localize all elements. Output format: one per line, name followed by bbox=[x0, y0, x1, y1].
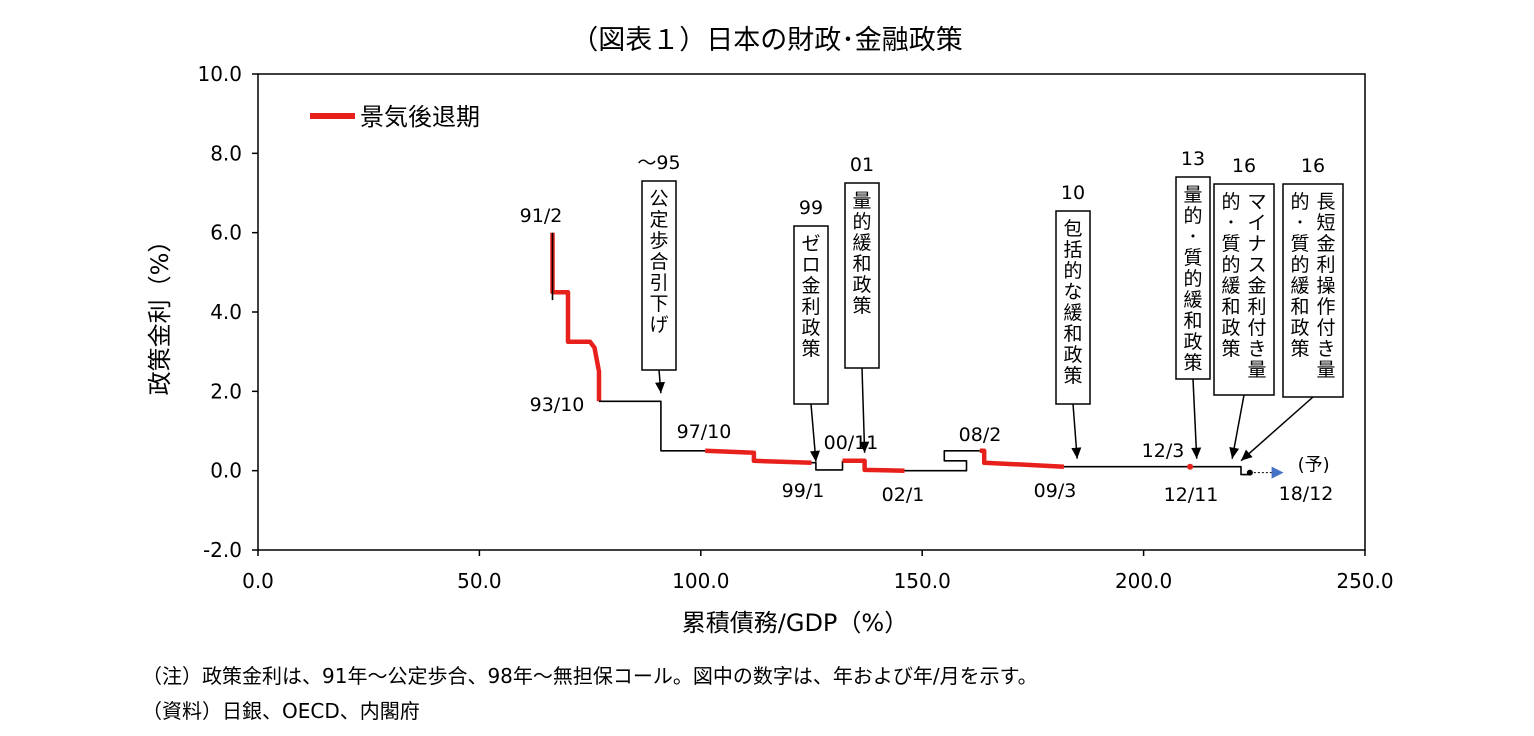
x-axis: 0.0 50.0 100.0 150.0 200.0 250.0 bbox=[242, 550, 1394, 593]
date-annotation: 00/11 bbox=[824, 432, 879, 454]
date-annotations: 91/2 93/10 97/10 99/1 00/11 02/1 08/2 09/3 12/3 1… bbox=[520, 205, 1334, 506]
policy-rate-segment bbox=[1192, 465, 1251, 476]
policy-rate-segment bbox=[599, 400, 706, 452]
y-tick-label: 10.0 bbox=[197, 62, 242, 86]
policy-box-year: 99 bbox=[799, 197, 823, 219]
x-tick-label: 0.0 bbox=[242, 569, 274, 593]
y-tick-label: 8.0 bbox=[210, 141, 242, 165]
date-annotation: 99/1 bbox=[782, 480, 825, 502]
date-annotation: 91/2 bbox=[520, 205, 563, 227]
policy-box-label: 量的･質的緩和政策 bbox=[1183, 184, 1202, 374]
policy-box-year: 01 bbox=[850, 154, 874, 176]
policy-box-label: 公定歩合引下げ bbox=[649, 188, 668, 336]
arrow-head-icon bbox=[810, 450, 820, 462]
arrow-head-icon bbox=[859, 441, 870, 453]
recession-segment bbox=[979, 448, 1065, 469]
arrow-head-icon bbox=[655, 381, 666, 394]
policy-box-year: 13 bbox=[1181, 148, 1205, 170]
policy-box bbox=[844, 182, 880, 369]
date-annotation: 12/3 bbox=[1142, 440, 1185, 462]
projection-arrow-icon bbox=[1271, 466, 1284, 479]
x-axis-label: 累積債務/GDP（%） bbox=[682, 609, 908, 637]
y-axis-label: 政策金利（%） bbox=[146, 229, 174, 396]
policy-box-arrow bbox=[861, 367, 866, 453]
policy-box-year: ～95 bbox=[637, 152, 680, 174]
recession-segment bbox=[705, 448, 812, 465]
policy-boxes: ～95 公定歩合引下げ 99 ゼロ金利政策 01 量的緩和政策 10 包括的な緩和政策 13 量的… bbox=[637, 148, 1344, 462]
arrow-head-icon bbox=[1241, 449, 1253, 461]
x-tick-label: 50.0 bbox=[457, 569, 502, 593]
policy-rate-segment bbox=[811, 460, 844, 471]
policy-box bbox=[1175, 176, 1211, 380]
y-tick-label: 0.0 bbox=[210, 459, 242, 483]
policy-box-label: 包括的な緩和政策 bbox=[1063, 218, 1082, 387]
policy-box-arrow bbox=[1192, 378, 1198, 459]
legend-label: 景気後退期 bbox=[360, 103, 480, 131]
y-tick-label: -2.0 bbox=[203, 538, 242, 562]
recession-segment bbox=[550, 232, 602, 402]
date-annotation: 02/1 bbox=[882, 484, 925, 506]
date-annotation: 08/2 bbox=[959, 424, 1002, 446]
date-annotation: 12/11 bbox=[1164, 484, 1219, 506]
y-tick-label: 6.0 bbox=[210, 221, 242, 245]
policy-box-label: 長短金利操作付き量 bbox=[1316, 191, 1335, 381]
y-tick-label: 4.0 bbox=[210, 300, 242, 324]
arrow-head-icon bbox=[1229, 446, 1240, 459]
date-annotation: 09/3 bbox=[1034, 480, 1077, 502]
policy-box bbox=[1055, 210, 1091, 405]
policy-box-year: 16 bbox=[1232, 155, 1256, 177]
arrow-head-icon bbox=[1191, 447, 1202, 459]
y-axis: 10.0 8.0 6.0 4.0 2.0 0.0 -2.0 bbox=[197, 62, 258, 562]
date-annotation: 93/10 bbox=[530, 394, 585, 416]
policy-box-label: ゼロ金利政策 bbox=[801, 233, 820, 360]
x-tick-label: 200.0 bbox=[1115, 569, 1172, 593]
note-text: （注）政策金利は、91年～公定歩合、98年～無担保コール。図中の数字は、年および… bbox=[142, 664, 1038, 688]
x-tick-label: 250.0 bbox=[1336, 569, 1393, 593]
chart-title: （図表１）日本の財政･金融政策 bbox=[571, 25, 963, 56]
policy-box-label: 的･質的緩和政策 bbox=[1221, 191, 1240, 360]
policy-box bbox=[641, 180, 677, 371]
recession-marker-dot bbox=[1187, 463, 1194, 470]
policy-box bbox=[793, 225, 829, 405]
policy-box-label: マイナス金利付き量 bbox=[1247, 191, 1266, 381]
policy-box bbox=[1282, 183, 1344, 398]
policy-box-year: 10 bbox=[1061, 182, 1085, 204]
policy-box-label: 的･質的緩和政策 bbox=[1290, 191, 1309, 360]
x-tick-label: 150.0 bbox=[894, 569, 951, 593]
policy-box bbox=[1213, 183, 1275, 396]
policy-box-year: 16 bbox=[1301, 155, 1325, 177]
x-tick-label: 100.0 bbox=[672, 569, 729, 593]
date-annotation: 97/10 bbox=[677, 421, 732, 443]
policy-box-arrow bbox=[1240, 396, 1314, 462]
date-annotation: 18/12 bbox=[1279, 483, 1334, 505]
policy-rate-segment bbox=[904, 450, 980, 472]
y-tick-label: 2.0 bbox=[210, 379, 242, 403]
recession-segment bbox=[842, 458, 905, 473]
projection-label: (予) bbox=[1298, 455, 1330, 476]
series-layer: (予) bbox=[550, 232, 1330, 479]
source-text: （資料）日銀、OECD、内閣府 bbox=[142, 699, 420, 723]
policy-rate-chart: 10.08.06.04.02.00.0-2.0 0.0 50.0 100.0 150.… bbox=[146, 62, 1394, 637]
legend: 景気後退期 bbox=[310, 103, 480, 131]
arrow-head-icon bbox=[1071, 447, 1082, 459]
policy-box-label: 量的緩和政策 bbox=[852, 190, 871, 317]
